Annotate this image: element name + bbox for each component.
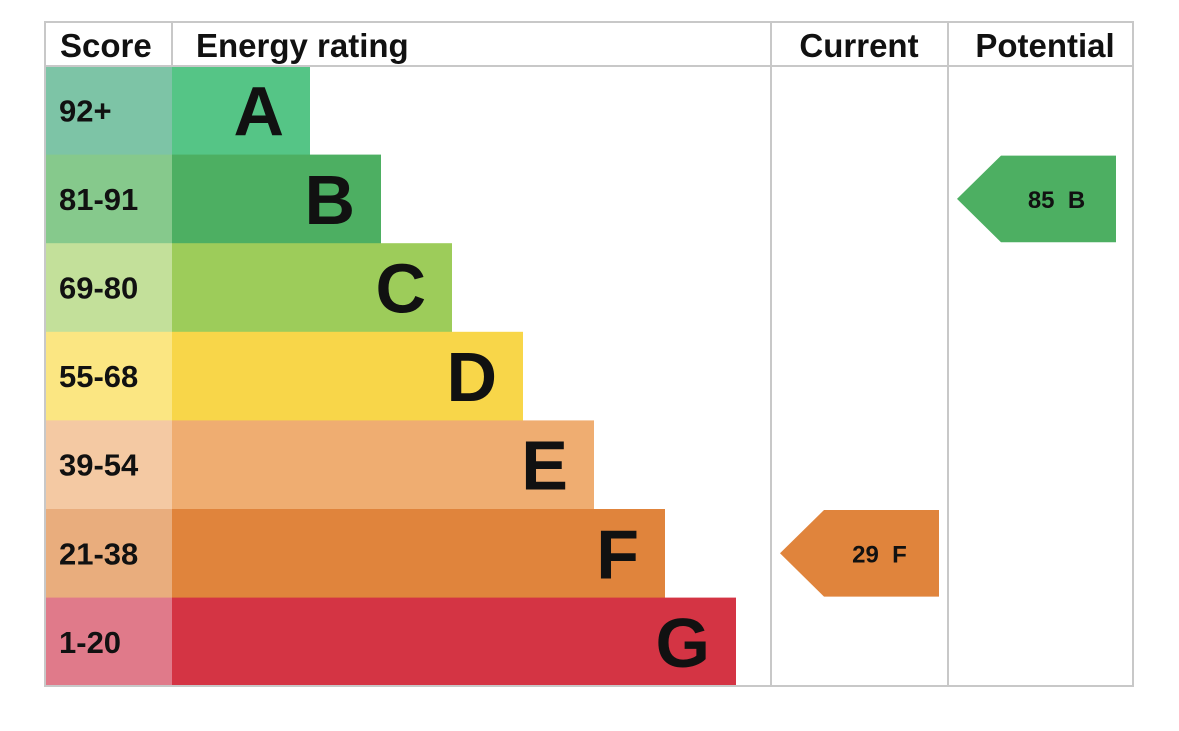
score-cell-e — [45, 420, 172, 510]
score-cell-d — [45, 331, 172, 421]
score-cell-b — [45, 154, 172, 244]
header-energy-rating: Energy rating — [196, 27, 409, 64]
band-letter-b: B — [304, 161, 355, 239]
band-bar-g — [172, 597, 736, 687]
score-label-a: 92+ — [59, 93, 112, 128]
band-letter-a: A — [233, 72, 284, 150]
header-current: Current — [799, 27, 918, 64]
current-rating-label: 29 F — [852, 541, 907, 568]
score-label-f: 21-38 — [59, 536, 138, 571]
score-cell-c — [45, 243, 172, 333]
band-bar-e — [172, 420, 594, 510]
band-letter-d: D — [446, 338, 497, 416]
band-letter-e: E — [521, 427, 568, 505]
header-score: Score — [60, 27, 152, 64]
header-potential: Potential — [975, 27, 1114, 64]
band-bar-c — [172, 243, 452, 333]
score-label-b: 81-91 — [59, 182, 138, 217]
band-bar-a — [172, 66, 310, 156]
rating-bands: 92+ A 81-91 B 69-80 C 55-68 D 39-54 E 21-38 F 1-20 G — [45, 66, 736, 687]
score-label-e: 39-54 — [59, 448, 139, 483]
rating-arrows: 29 F 85 B — [780, 155, 1116, 597]
table-border — [44, 21, 1134, 687]
band-bar-f — [172, 509, 665, 599]
score-label-c: 69-80 — [59, 271, 138, 306]
score-cell-f — [45, 509, 172, 599]
current-arrow — [780, 510, 939, 597]
table-grid — [44, 21, 1134, 687]
potential-rating-label: 85 B — [1028, 187, 1085, 214]
score-cell-a — [45, 66, 172, 156]
band-bar-b — [172, 154, 381, 244]
band-letter-g: G — [656, 604, 710, 682]
score-label-d: 55-68 — [59, 359, 138, 394]
potential-arrow — [957, 155, 1116, 243]
score-label-g: 1-20 — [59, 625, 121, 660]
band-bar-d — [172, 331, 523, 421]
band-letter-c: C — [375, 250, 426, 328]
band-letter-f: F — [596, 515, 639, 593]
score-cell-g — [45, 597, 172, 687]
